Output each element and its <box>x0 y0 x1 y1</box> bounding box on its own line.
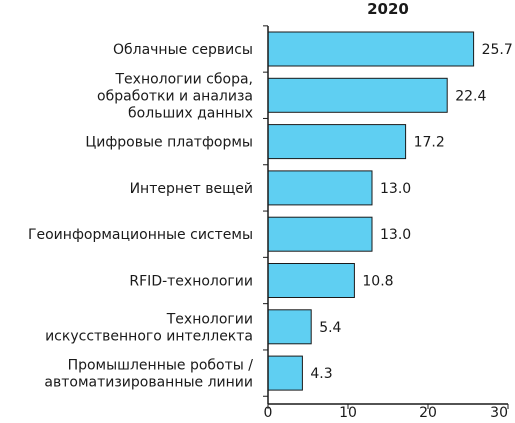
bar <box>267 355 303 391</box>
category-labels: Облачные сервисы Технологии сбора,обработ… <box>28 42 253 391</box>
category-label: Технологии <box>166 311 253 327</box>
bar <box>267 170 373 206</box>
data-label: 22.4 <box>455 88 486 104</box>
bar <box>267 309 312 345</box>
category-label: Интернет вещей <box>130 181 253 197</box>
chart-title: 2020 <box>367 0 409 18</box>
bar <box>267 77 448 113</box>
axes: 0 10 20 30 <box>263 25 509 421</box>
bars <box>267 31 475 391</box>
data-label: 5.4 <box>319 320 341 336</box>
bar <box>267 124 407 160</box>
category-label: Цифровые платформы <box>85 135 253 151</box>
category-label: Промышленные роботы / <box>68 358 254 374</box>
x-tick-label: 20 <box>419 405 437 419</box>
bar <box>267 31 475 67</box>
data-label: 17.2 <box>414 135 445 151</box>
category-label: обработки и анализа <box>97 88 253 104</box>
category-label: больших данных <box>128 105 253 121</box>
category-label: автоматизированные линии <box>44 375 253 391</box>
bar <box>267 263 355 298</box>
data-label: 10.8 <box>362 274 393 290</box>
bar <box>267 216 373 252</box>
category-label: Облачные сервисы <box>113 42 253 58</box>
category-label: RFID-технологии <box>129 274 253 290</box>
value-labels: 25.7 22.4 17.2 13.0 13.0 10.8 5.4 4.3 <box>310 42 512 382</box>
x-tick-label: 0 <box>264 405 273 419</box>
data-label: 25.7 <box>482 42 513 58</box>
data-label: 13.0 <box>380 181 411 197</box>
x-tick-label: 30 <box>490 405 508 419</box>
data-label: 4.3 <box>310 366 332 382</box>
category-label: искусственного интеллекта <box>45 328 253 344</box>
category-label: Технологии сбора, <box>115 71 254 87</box>
category-label: Геоинформационные системы <box>28 227 253 243</box>
x-tick-label: 10 <box>339 405 357 419</box>
data-label: 13.0 <box>380 227 411 243</box>
